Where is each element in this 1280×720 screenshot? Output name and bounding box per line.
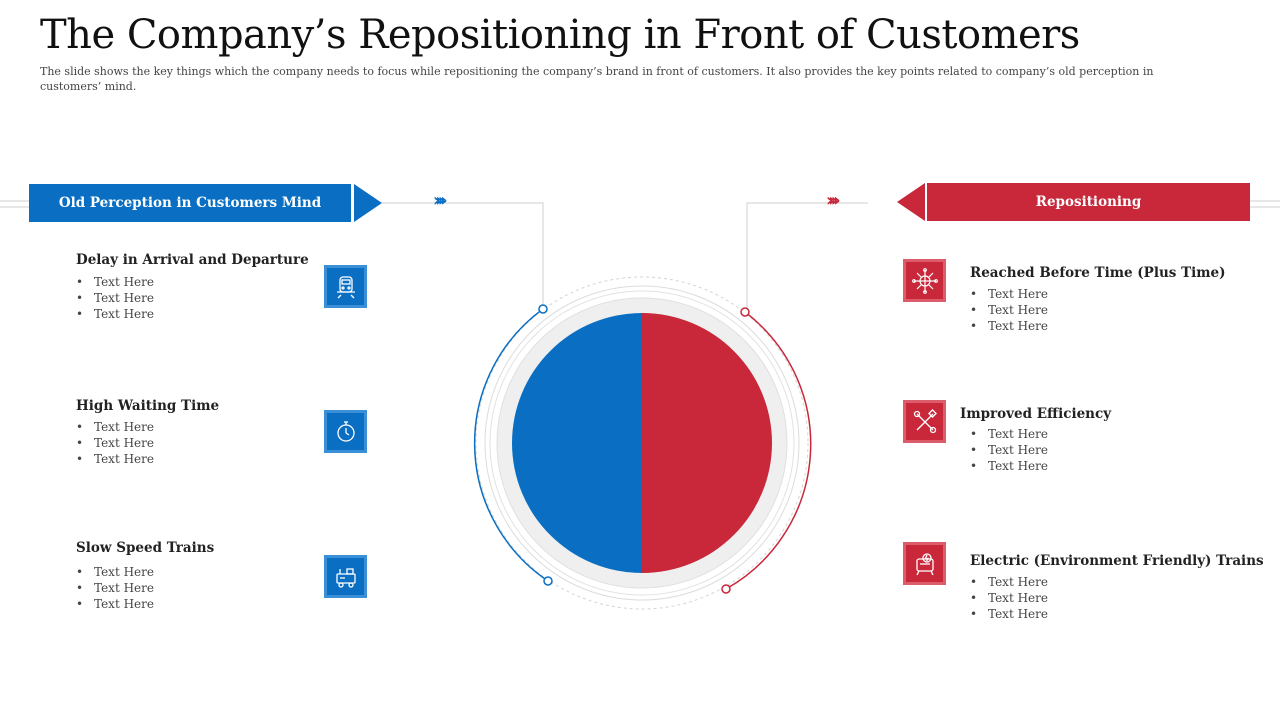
bullet-item: Text Here (970, 606, 1048, 622)
tools-icon (903, 400, 946, 443)
bullet-item: Text Here (76, 564, 154, 580)
bullet-item: Text Here (970, 286, 1048, 302)
left-item-bullets: Text Here Text Here Text Here (76, 274, 154, 322)
pie-half-old-perception (512, 313, 642, 573)
bullet-item: Text Here (970, 426, 1048, 442)
right-item-title: Electric (Environment Friendly) Trains (970, 553, 1264, 569)
bullet-item: Text Here (970, 442, 1048, 458)
stopwatch-icon (324, 410, 367, 453)
right-item-title: Reached Before Time (Plus Time) (970, 265, 1226, 281)
right-arc (725, 311, 812, 590)
left-arc-dot-top (538, 304, 548, 314)
right-item-bullets: Text Here Text Here Text Here (970, 426, 1048, 474)
bullet-item: Text Here (76, 596, 154, 612)
old-perception-banner: Old Perception in Customers Mind (29, 184, 351, 222)
outer-dashed-ring (475, 276, 809, 610)
left-arc-dot-bottom (543, 576, 553, 586)
bullet-item: Text Here (76, 290, 154, 306)
right-arc-dot-bottom (721, 584, 731, 594)
train-icon (324, 265, 367, 308)
page-subtitle: The slide shows the key things which the… (40, 65, 1154, 93)
outer-ring (484, 285, 800, 601)
right-connector (746, 202, 868, 311)
bullet-item: Text Here (76, 435, 154, 451)
right-chevrons: ›››› (826, 190, 841, 211)
left-item-title: Slow Speed Trains (76, 540, 215, 556)
bullet-item: Text Here (76, 274, 154, 290)
right-item-bullets: Text Here Text Here Text Here (970, 574, 1048, 622)
page-title: The Company’s Repositioning in Front of … (40, 12, 1080, 58)
electric-train-icon (903, 542, 946, 585)
left-arc (473, 308, 549, 582)
bullet-item: Text Here (970, 590, 1048, 606)
right-item-title: Improved Efficiency (960, 406, 1112, 422)
bullet-item: Text Here (970, 318, 1048, 334)
bullet-item: Text Here (970, 458, 1048, 474)
network-globe-icon (903, 259, 946, 302)
right-item-bullets: Text Here Text Here Text Here (970, 286, 1048, 334)
bullet-item: Text Here (970, 302, 1048, 318)
bullet-item: Text Here (76, 580, 154, 596)
left-item-bullets: Text Here Text Here Text Here (76, 564, 154, 612)
left-connector (382, 202, 544, 309)
left-item-title: Delay in Arrival and Departure (76, 252, 309, 268)
locomotive-icon (324, 555, 367, 598)
bullet-item: Text Here (76, 419, 154, 435)
bullet-item: Text Here (76, 451, 154, 467)
outer-ring-2 (489, 290, 795, 596)
repositioning-banner: Repositioning (927, 183, 1250, 221)
left-item-title: High Waiting Time (76, 398, 220, 414)
repositioning-banner-arrow (897, 183, 925, 221)
right-arc-dot-top (740, 307, 750, 317)
bullet-item: Text Here (76, 306, 154, 322)
old-perception-banner-arrow (354, 184, 382, 222)
pie-half-repositioning (642, 313, 772, 573)
left-chevrons: ›››› (433, 190, 448, 211)
bullet-item: Text Here (970, 574, 1048, 590)
left-item-bullets: Text Here Text Here Text Here (76, 419, 154, 467)
